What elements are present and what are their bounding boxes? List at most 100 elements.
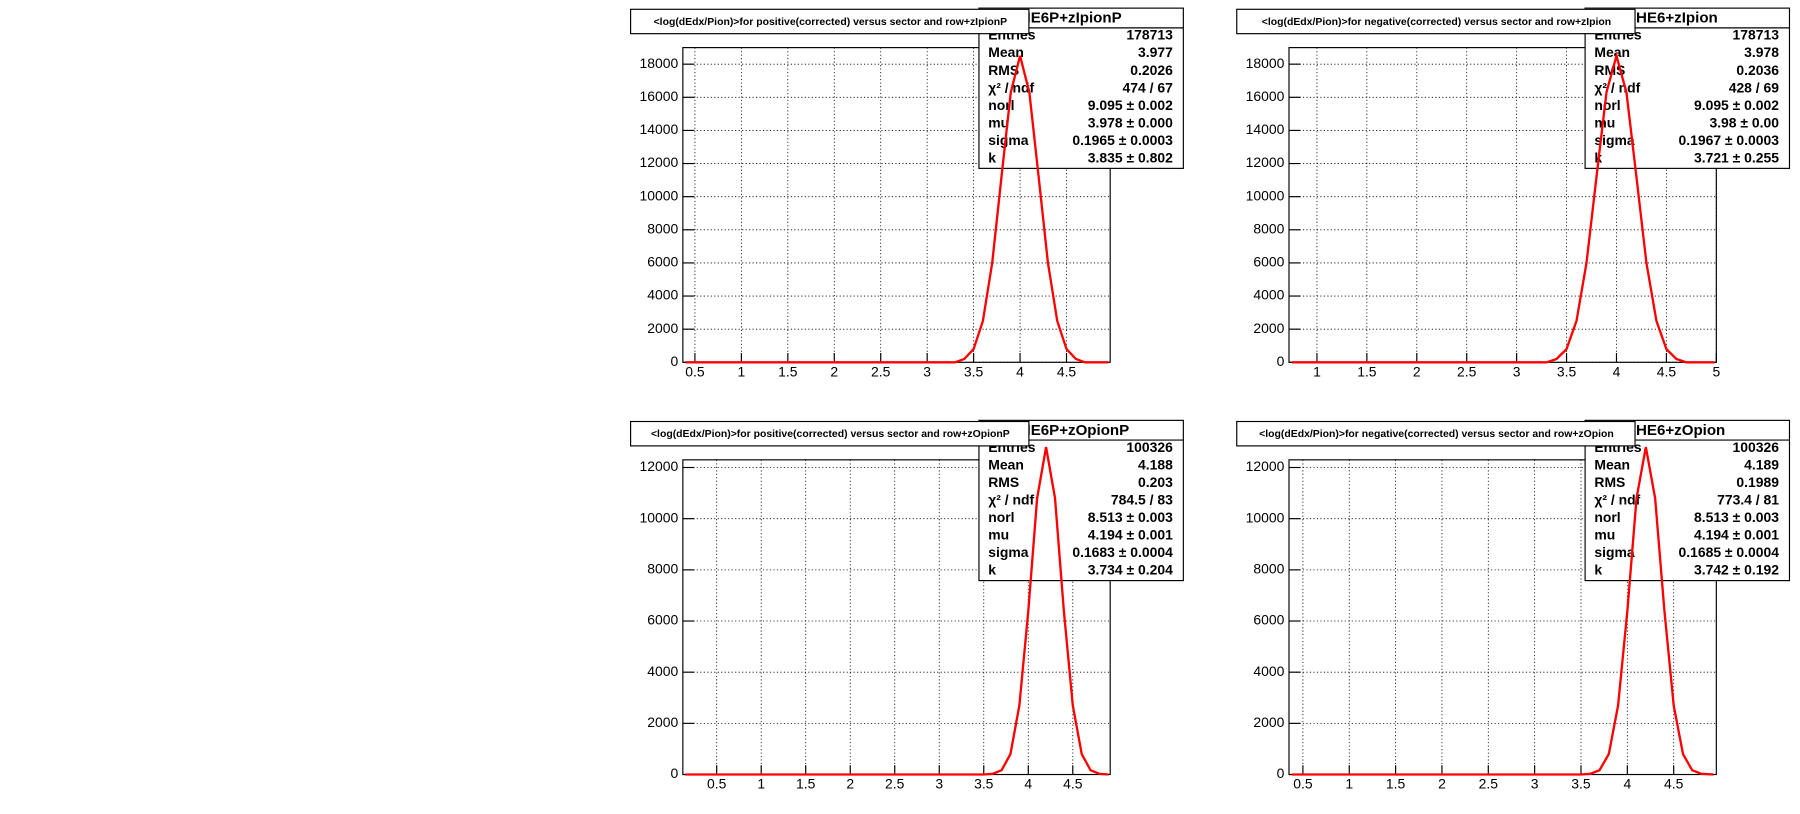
stats-title: zIHE6+zIpion (1624, 10, 1717, 27)
y-tick-label: 2000 (647, 320, 678, 336)
stats-title: zOHE6+zOpion (1617, 422, 1726, 439)
y-tick-label: 8000 (1253, 220, 1284, 236)
y-tick-label: 16000 (1246, 88, 1285, 104)
stats-value: 0.1685 ± 0.0004 (1678, 544, 1779, 560)
stats-value: 4.194 ± 0.001 (1088, 527, 1173, 543)
stats-value: 428 / 69 (1729, 79, 1780, 95)
y-tick-label: 16000 (639, 88, 678, 104)
stats-box (978, 419, 1184, 582)
x-tick-label: 4.5 (1063, 776, 1083, 792)
y-tick-label: 6000 (647, 254, 678, 270)
y-tick-label: 12000 (1246, 458, 1285, 474)
y-tick-label: 14000 (1246, 121, 1285, 137)
x-tick-label: 5 (1712, 363, 1720, 379)
stats-value: 8.513 ± 0.003 (1088, 509, 1173, 525)
stats-label: RMS (1594, 474, 1625, 490)
stats-value: 9.095 ± 0.002 (1088, 97, 1173, 113)
x-tick-label: 2.5 (1479, 776, 1499, 792)
stats-value: 4.189 (1744, 456, 1779, 472)
x-tick-label: 2 (830, 363, 838, 379)
stats-label: sigma (1594, 132, 1634, 148)
stats-value: 784.5 / 83 (1111, 492, 1173, 508)
y-tick-label: 6000 (647, 612, 678, 628)
stats-value: 474 / 67 (1123, 79, 1174, 95)
stats-value: 4.188 (1138, 456, 1173, 472)
stats-label: k (1594, 562, 1602, 578)
stats-value: 3.977 (1138, 44, 1173, 60)
title-box (630, 8, 1030, 35)
chart-title: <log(dEdx/Pion)>for negative(corrected) … (1262, 17, 1611, 28)
stats-label: norl (988, 509, 1014, 525)
chart-title: <log(dEdx/Pion)>for positive(corrected) … (654, 17, 1008, 28)
y-tick-label: 4000 (1253, 287, 1284, 303)
x-tick-label: 4.5 (1664, 776, 1684, 792)
stats-value: 4.194 ± 0.001 (1694, 527, 1779, 543)
stats-title: zOHE6P+zOpionP (1001, 422, 1130, 439)
x-tick-label: 0.5 (707, 776, 727, 792)
stats-label: k (988, 562, 996, 578)
y-tick-label: 2000 (647, 714, 678, 730)
stats-label: χ² / ndf (1594, 79, 1640, 95)
stats-value: 0.1683 ± 0.0004 (1072, 544, 1173, 560)
stats-value: 9.095 ± 0.002 (1694, 97, 1779, 113)
stats-value: 3.835 ± 0.802 (1088, 149, 1173, 165)
y-tick-label: 18000 (639, 55, 678, 71)
x-tick-label: 2.5 (1457, 363, 1477, 379)
y-tick-label: 0 (670, 353, 678, 369)
stats-label: mu (988, 527, 1009, 543)
stats-label: Mean (1594, 44, 1630, 60)
stats-label: χ² / ndf (988, 492, 1034, 508)
x-tick-label: 4.5 (1057, 363, 1077, 379)
x-tick-label: 1 (1345, 776, 1353, 792)
x-tick-label: 4.5 (1657, 363, 1677, 379)
fit-curve (685, 446, 1109, 776)
x-tick-label: 4 (1016, 363, 1024, 379)
y-tick-label: 10000 (1246, 509, 1285, 525)
y-tick-label: 8000 (1253, 561, 1284, 577)
x-tick-label: 3 (1513, 363, 1521, 379)
histogram-panel: 0.5 1 1.5 2 2.5 3 3.5 4 4.5 0 2000 4000 6000 8000 1000… (630, 419, 1184, 792)
x-tick-label: 1 (738, 363, 746, 379)
title-box (1236, 8, 1636, 35)
stats-value: 3.721 ± 0.255 (1694, 149, 1779, 165)
stats-label: Mean (988, 44, 1024, 60)
stats-label: norl (1594, 509, 1620, 525)
x-tick-label: 1.5 (1386, 776, 1406, 792)
x-tick-label: 1 (1313, 363, 1321, 379)
stats-label: mu (988, 114, 1009, 130)
stats-value: 3.978 (1744, 44, 1779, 60)
y-tick-label: 12000 (1246, 154, 1285, 170)
y-tick-label: 10000 (1246, 187, 1285, 203)
stats-label: RMS (1594, 62, 1625, 78)
stats-label: sigma (988, 544, 1028, 560)
stats-label: norl (1594, 97, 1620, 113)
fit-curve (685, 55, 1109, 364)
stats-value: 773.4 / 81 (1717, 492, 1779, 508)
title-box (1236, 420, 1636, 447)
stats-value: 0.1989 (1736, 474, 1779, 490)
x-tick-label: 2 (1438, 776, 1446, 792)
x-tick-label: 4 (1623, 776, 1631, 792)
stats-box (978, 7, 1184, 169)
histogram-panel: 0.5 1 1.5 2 2.5 3 3.5 4 4.5 0 2000 4000 6000 8000 1000… (630, 7, 1184, 379)
stats-value: 3.734 ± 0.204 (1088, 562, 1173, 578)
x-tick-label: 1.5 (796, 776, 816, 792)
y-tick-label: 4000 (647, 287, 678, 303)
y-tick-label: 0 (1277, 765, 1285, 781)
histogram-panel: 1 1.5 2 2.5 3 3.5 4 4.5 5 0 2000 4000 6000 8000 10000 1… (1236, 7, 1791, 379)
y-tick-label: 0 (670, 765, 678, 781)
stats-value: 3.742 ± 0.192 (1694, 562, 1779, 578)
title-box (630, 420, 1030, 447)
chart-title: <log(dEdx/Pion)>for positive(corrected) … (651, 429, 1010, 440)
stats-value: 3.98 ± 0.00 (1709, 114, 1779, 130)
x-tick-label: 2 (846, 776, 854, 792)
stats-label: mu (1594, 527, 1615, 543)
stats-value: 0.203 (1138, 474, 1173, 490)
stats-value: 8.513 ± 0.003 (1694, 509, 1779, 525)
stats-value: 178713 (1126, 27, 1173, 43)
stats-label: sigma (1594, 544, 1634, 560)
x-tick-label: 4 (1024, 776, 1032, 792)
stats-label: mu (1594, 114, 1615, 130)
y-tick-label: 4000 (647, 663, 678, 679)
